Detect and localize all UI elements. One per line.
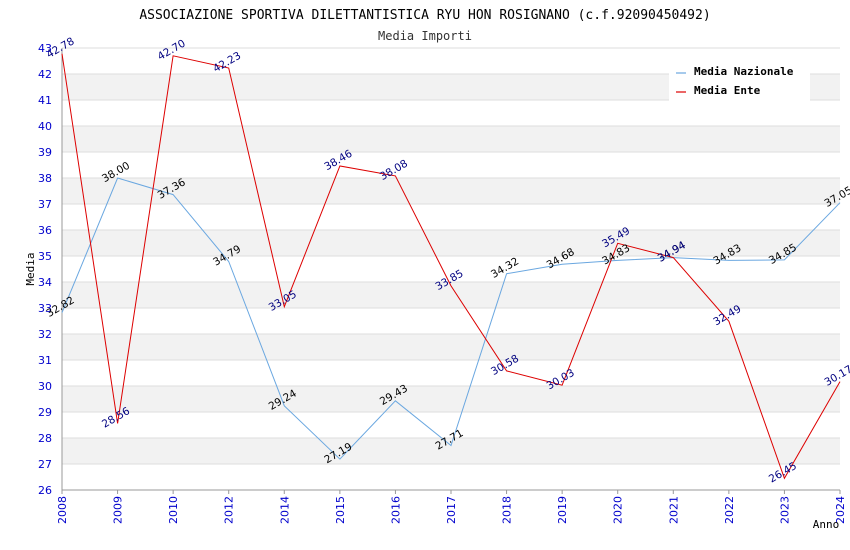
grid-bands xyxy=(62,74,840,464)
data-label-media-ente: 42.23 xyxy=(211,50,243,75)
y-tick-label: 30 xyxy=(38,380,52,393)
y-tick-label: 41 xyxy=(38,94,52,107)
grid-band xyxy=(62,438,840,464)
y-tick-label: 28 xyxy=(38,432,52,445)
x-tick-label: 2018 xyxy=(501,496,514,524)
chart-subtitle: Media Importi xyxy=(378,29,472,43)
data-label-media-ente: 30.17 xyxy=(822,363,850,388)
data-label-media-ente: 42.78 xyxy=(44,35,76,60)
series-line-media-ente xyxy=(61,53,841,480)
legend-box xyxy=(669,60,810,102)
x-tick-label: 2024 xyxy=(834,496,847,524)
y-tick-label: 35 xyxy=(38,250,52,263)
grid-lines xyxy=(62,47,840,491)
x-tick-label: 2014 xyxy=(278,496,291,524)
x-tick-label: 2016 xyxy=(389,496,402,524)
grid-band xyxy=(62,178,840,204)
x-tick-label: 2019 xyxy=(556,496,569,524)
y-tick-label: 42 xyxy=(38,68,52,81)
grid-band xyxy=(62,386,840,412)
y-tick-label: 26 xyxy=(38,484,52,497)
y-tick-label: 38 xyxy=(38,172,52,185)
chart-title: ASSOCIAZIONE SPORTIVA DILETTANTISTICA RY… xyxy=(139,8,710,23)
y-tick-label: 43 xyxy=(38,42,52,55)
y-tick-label: 40 xyxy=(38,120,52,133)
data-label-media-nazionale: 32.82 xyxy=(44,294,76,319)
y-tick-label: 34 xyxy=(38,276,52,289)
legend-label-media-ente: Media Ente xyxy=(694,84,761,97)
x-tick-label: 2015 xyxy=(334,496,347,524)
data-label-media-ente: 42.70 xyxy=(156,37,188,62)
legend-label-media-nazionale: Media Nazionale xyxy=(694,65,794,78)
series-lines xyxy=(61,53,841,480)
data-labels: 32.8238.0037.3634.7929.2427.1929.4327.71… xyxy=(44,35,850,485)
x-tick-label: 2008 xyxy=(56,496,69,524)
y-tick-label: 27 xyxy=(38,458,52,471)
y-tick-label: 32 xyxy=(38,328,52,341)
y-tick-label: 31 xyxy=(38,354,52,367)
series-line-media-nazionale xyxy=(61,177,841,460)
x-tick-label: 2022 xyxy=(723,496,736,524)
grid-band xyxy=(62,230,840,256)
legend: Media Nazionale Media Ente xyxy=(669,60,810,102)
x-axis-label: Anno xyxy=(813,518,840,531)
grid-band xyxy=(62,126,840,152)
y-tick-label: 36 xyxy=(38,224,52,237)
y-tick-label: 39 xyxy=(38,146,52,159)
x-tick-label: 2012 xyxy=(223,496,236,524)
x-tick-label: 2021 xyxy=(667,496,680,524)
y-tick-label: 33 xyxy=(38,302,52,315)
x-tick-label: 2020 xyxy=(612,496,625,524)
axes xyxy=(61,48,840,491)
y-tick-label: 29 xyxy=(38,406,52,419)
x-tick-label: 2023 xyxy=(778,496,791,524)
y-axis-label: Media xyxy=(24,252,37,285)
x-tick-label: 2010 xyxy=(167,496,180,524)
x-tick-labels: 2008 2009 2010 2012 2014 2015 2016 2017 2018 2019… xyxy=(56,490,847,524)
grid-band xyxy=(62,334,840,360)
x-tick-label: 2017 xyxy=(445,496,458,524)
y-tick-labels: 26 27 28 29 30 31 32 33 34 35 36 37 38 39 40 41 42 43 xyxy=(38,42,52,497)
x-tick-label: 2009 xyxy=(112,496,125,524)
y-tick-label: 37 xyxy=(38,198,52,211)
